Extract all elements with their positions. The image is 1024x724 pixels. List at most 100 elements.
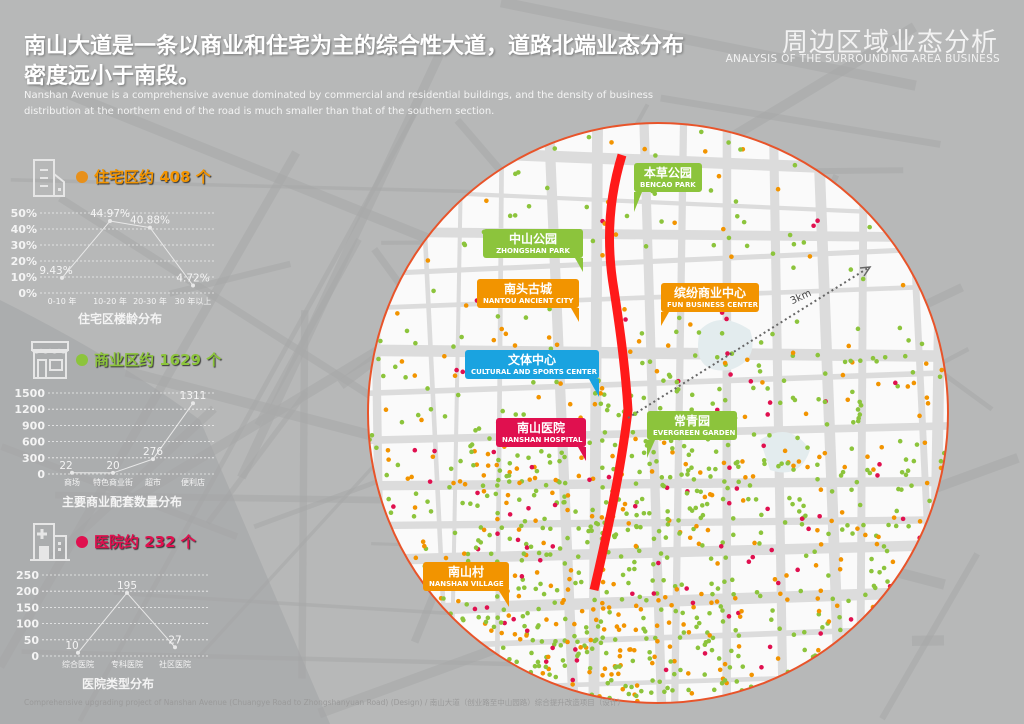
poi-dot bbox=[895, 383, 901, 389]
poi-dot bbox=[528, 544, 534, 550]
poi-dot bbox=[441, 596, 446, 601]
poi-dot bbox=[740, 459, 745, 464]
poi-dot bbox=[686, 452, 692, 458]
poi-dot bbox=[641, 395, 647, 401]
poi-dot bbox=[620, 507, 626, 512]
poi-dot bbox=[550, 490, 555, 496]
poi-dot bbox=[522, 623, 527, 629]
poi-dot bbox=[413, 555, 419, 561]
poi-dot bbox=[672, 658, 677, 664]
poi-dot bbox=[631, 647, 637, 653]
residential-count: 住宅区约 408 个 bbox=[76, 166, 211, 187]
poi-dot bbox=[681, 622, 686, 627]
poi-dot bbox=[652, 654, 657, 660]
poi-dot bbox=[659, 475, 665, 480]
callout-nanshan-village[interactable]: 南山村 NANSHAN VILLAGE bbox=[423, 562, 509, 607]
callout-cultural-sports-center[interactable]: 文体中心 CULTURAL AND SPORTS CENTER bbox=[465, 350, 599, 397]
poi-dot bbox=[906, 524, 911, 529]
callout-nanshan-hospital[interactable]: 南山医院 NANSHAN HOSPITAL bbox=[496, 418, 586, 461]
poi-dot bbox=[536, 394, 541, 400]
hospital-count: 医院约 232 个 bbox=[76, 531, 196, 552]
poi-dot bbox=[829, 518, 834, 524]
poi-dot bbox=[562, 454, 567, 460]
poi-dot bbox=[634, 499, 640, 505]
poi-dot bbox=[459, 334, 464, 340]
poi-dot bbox=[749, 672, 754, 678]
poi-dot bbox=[461, 617, 466, 623]
poi-dot bbox=[638, 607, 644, 612]
poi-dot bbox=[565, 535, 570, 541]
data-point bbox=[151, 457, 155, 462]
poi-dot bbox=[651, 536, 657, 542]
poi-dot bbox=[850, 531, 855, 536]
poi-dot bbox=[606, 605, 612, 610]
poi-dot bbox=[702, 651, 708, 656]
poi-dot bbox=[412, 505, 418, 510]
poi-dot bbox=[803, 513, 808, 519]
poi-dot bbox=[860, 276, 866, 282]
poi-dot bbox=[894, 508, 900, 514]
poi-dot bbox=[636, 339, 642, 344]
poi-dot bbox=[411, 514, 417, 519]
poi-dot bbox=[924, 395, 930, 400]
y-tick-label: 900 bbox=[22, 419, 45, 432]
poi-dot bbox=[767, 400, 773, 405]
poi-dot bbox=[710, 635, 716, 641]
x-tick-label: 0-10 年 bbox=[48, 296, 77, 305]
poi-dot bbox=[519, 574, 525, 579]
poi-dot bbox=[750, 554, 756, 560]
poi-dot bbox=[751, 385, 756, 391]
x-tick-label: 便利店 bbox=[181, 477, 205, 487]
poi-dot bbox=[651, 591, 657, 596]
poi-dot bbox=[813, 563, 819, 568]
poi-dot bbox=[544, 185, 550, 191]
poi-dot bbox=[790, 501, 795, 507]
poi-dot bbox=[694, 488, 700, 494]
poi-dot bbox=[740, 498, 746, 503]
poi-dot bbox=[656, 560, 661, 566]
poi-dot bbox=[550, 544, 556, 549]
poi-dot bbox=[685, 671, 691, 676]
callout-fun-business-center[interactable]: 缤纷商业中心 FUN BUSINESS CENTER bbox=[661, 283, 759, 326]
poi-dot bbox=[557, 546, 563, 551]
poi-dot bbox=[803, 411, 809, 417]
poi-dot bbox=[504, 473, 509, 479]
poi-dot bbox=[573, 509, 578, 514]
y-tick-label: 0% bbox=[18, 287, 37, 300]
poi-dot bbox=[924, 480, 930, 486]
poi-dot bbox=[565, 639, 570, 645]
poi-dot bbox=[746, 559, 752, 565]
poi-dot bbox=[422, 543, 427, 549]
poi-dot bbox=[499, 326, 505, 332]
series-line bbox=[71, 402, 194, 474]
callout-bencao-park[interactable]: 本草公园 BENCAO PARK bbox=[634, 163, 702, 212]
poi-dot bbox=[732, 596, 738, 601]
poi-dot bbox=[598, 640, 604, 646]
map-road bbox=[368, 344, 948, 363]
poi-dot bbox=[588, 524, 594, 529]
data-label: 10 bbox=[65, 640, 78, 652]
poi-dot bbox=[725, 485, 730, 491]
callout-zhongshan-park[interactable]: 中山公园 ZHONGSHAN PARK bbox=[483, 229, 583, 272]
poi-dot bbox=[605, 680, 611, 686]
poi-dot bbox=[886, 522, 891, 528]
poi-dot bbox=[616, 627, 622, 633]
poi-dot bbox=[606, 403, 611, 408]
poi-dot bbox=[653, 153, 658, 158]
callout-nantou-ancient-city[interactable]: 南头古城 NANTOU ANCIENT CITY bbox=[477, 279, 579, 322]
poi-dot bbox=[734, 213, 740, 219]
poi-dot bbox=[879, 444, 885, 450]
poi-dot bbox=[562, 494, 567, 499]
poi-dot bbox=[629, 684, 634, 690]
poi-dot bbox=[677, 635, 683, 640]
poi-dot bbox=[502, 620, 507, 626]
poi-dot bbox=[816, 608, 822, 614]
poi-dot bbox=[619, 597, 625, 602]
poi-dot bbox=[765, 386, 770, 391]
poi-dot bbox=[716, 656, 722, 661]
callout-evergreen-garden[interactable]: 常青园 EVERGREEN GARDEN bbox=[647, 411, 737, 458]
background-road bbox=[168, 260, 292, 297]
poi-dot bbox=[871, 583, 877, 589]
poi-dot bbox=[849, 487, 854, 493]
shop-icon bbox=[31, 341, 69, 379]
